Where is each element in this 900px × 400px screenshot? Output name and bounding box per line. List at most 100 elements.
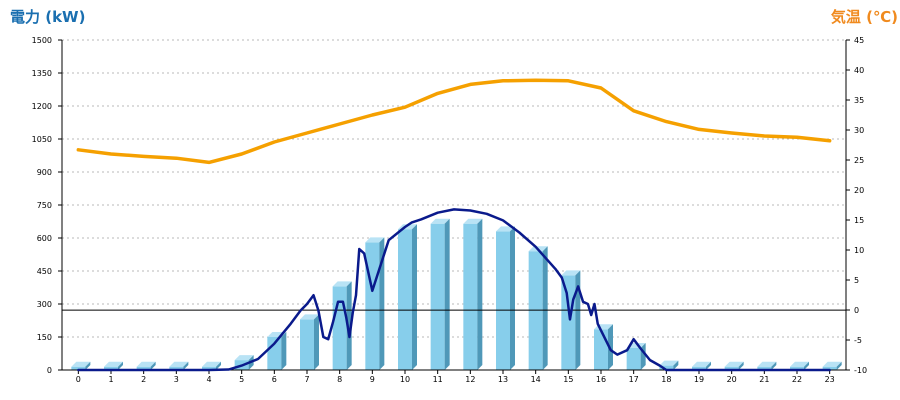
bar-top: [430, 218, 450, 224]
bar-side: [836, 361, 842, 370]
bar-top: [724, 361, 744, 367]
bar-side: [738, 361, 744, 370]
x-tick-label: 21: [759, 375, 769, 384]
power-bar: [300, 314, 319, 370]
bar-side: [183, 361, 189, 370]
left-tick-label: 1050: [32, 135, 52, 144]
power-bar: [757, 361, 777, 370]
bar-side: [444, 218, 450, 370]
power-bar: [267, 332, 287, 370]
x-tick-label: 10: [400, 375, 410, 384]
power-bar: [104, 361, 123, 370]
bar-side: [477, 218, 483, 370]
x-tick-label: 0: [76, 375, 81, 384]
x-tick-label: 11: [433, 375, 443, 384]
x-tick-label: 17: [629, 375, 639, 384]
tick-labels: 01503004506007509001050120013501500-10-5…: [32, 36, 867, 384]
bar-front: [724, 366, 739, 370]
x-tick-label: 1: [108, 375, 113, 384]
power-bar: [430, 218, 450, 370]
right-tick-label: 10: [854, 246, 864, 255]
bar-front: [757, 366, 772, 370]
x-tick-label: 6: [272, 375, 277, 384]
bar-front: [365, 242, 380, 370]
x-tick-label: 7: [304, 375, 309, 384]
bar-side: [150, 361, 156, 370]
x-tick-label: 13: [498, 375, 508, 384]
power-bar: [202, 361, 221, 370]
right-tick-label: 15: [854, 216, 864, 225]
power-line: [77, 208, 831, 372]
power-bars: [71, 218, 842, 370]
bar-top: [71, 361, 91, 367]
bar-front: [169, 366, 184, 370]
bar-front: [822, 366, 837, 370]
bar-side: [118, 361, 123, 370]
power-bar: [528, 246, 548, 370]
x-tick-label: 22: [792, 375, 802, 384]
bar-side: [85, 361, 91, 370]
bar-side: [510, 226, 515, 370]
bar-front: [430, 223, 445, 370]
x-tick-label: 15: [563, 375, 573, 384]
bar-front: [104, 366, 118, 370]
x-tick-label: 12: [465, 375, 475, 384]
bar-side: [281, 332, 287, 370]
bar-front: [790, 366, 804, 370]
bar-side: [804, 361, 809, 370]
bar-side: [575, 270, 581, 370]
x-tick-label: 16: [596, 375, 606, 384]
bar-front: [300, 319, 314, 370]
power-bar: [365, 237, 385, 370]
right-tick-label: 35: [854, 96, 864, 105]
bar-top: [234, 355, 254, 361]
right-tick-label: 25: [854, 156, 864, 165]
bar-top: [561, 270, 581, 276]
right-tick-label: 0: [854, 306, 859, 315]
power-bar: [398, 224, 417, 370]
right-tick-label: 30: [854, 126, 864, 135]
temperature-line: [76, 78, 832, 165]
bar-front: [463, 223, 478, 370]
bar-side: [216, 361, 221, 370]
power-bar: [822, 361, 842, 370]
x-tick-label: 20: [727, 375, 737, 384]
x-tick-label: 5: [239, 375, 244, 384]
bar-top: [169, 361, 189, 367]
bar-top: [332, 281, 352, 287]
x-tick-label: 2: [141, 375, 146, 384]
bar-side: [706, 361, 711, 370]
series-lines: [76, 78, 832, 372]
bar-side: [412, 224, 417, 370]
bar-top: [822, 361, 842, 367]
left-tick-label: 450: [37, 267, 52, 276]
bar-front: [692, 366, 706, 370]
grid-lines: [62, 39, 846, 338]
bar-front: [659, 365, 674, 370]
bar-top: [136, 361, 156, 367]
bar-top: [202, 361, 221, 367]
right-axis-title: 気温 (℃): [831, 8, 898, 26]
bar-front: [398, 229, 412, 370]
bar-front: [71, 366, 86, 370]
power-bar: [659, 360, 679, 370]
right-tick-label: 40: [854, 66, 864, 75]
left-tick-label: 0: [47, 366, 52, 375]
left-tick-label: 750: [37, 201, 52, 210]
x-tick-label: 9: [370, 375, 375, 384]
bar-side: [346, 281, 352, 370]
power-bar: [136, 361, 156, 370]
bar-top: [365, 237, 385, 243]
left-tick-label: 300: [37, 300, 52, 309]
power-bar: [561, 270, 581, 370]
power-bar: [169, 361, 189, 370]
right-tick-label: 45: [854, 36, 864, 45]
power-bar: [790, 361, 809, 370]
left-axis-title: 電力 (kW): [10, 8, 85, 26]
power-bar: [463, 218, 483, 370]
bar-side: [771, 361, 777, 370]
x-tick-label: 3: [174, 375, 179, 384]
left-tick-label: 600: [37, 234, 52, 243]
bar-front: [136, 366, 151, 370]
